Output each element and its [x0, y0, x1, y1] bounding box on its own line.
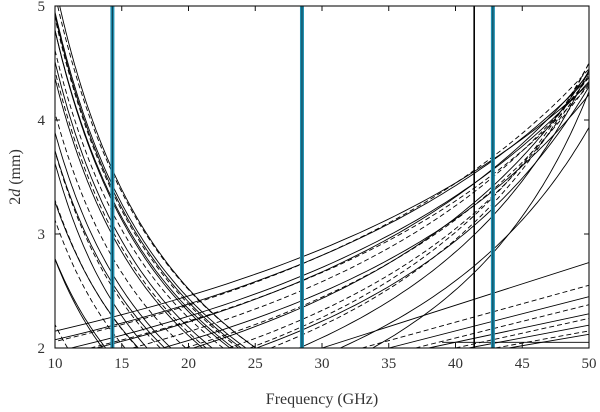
x-tick-label: 40 — [448, 356, 463, 372]
mode-line-solid-3 — [428, 313, 589, 348]
y-axis: 2 3 4 5 — [38, 0, 589, 357]
mode-curve-dashed-rising-5 — [132, 76, 589, 348]
y-tick-label: 5 — [38, 0, 46, 15]
curve-layer — [55, 6, 589, 348]
mode-line-dashed-4 — [495, 330, 589, 348]
mode-curve-dashed-falling-4 — [55, 149, 161, 348]
y-tick-label: 3 — [38, 227, 46, 243]
mode-curve-solid-falling-8 — [55, 76, 203, 348]
x-tick-label: 25 — [248, 356, 263, 372]
plot-frame — [54, 5, 590, 349]
mode-curve-solid-falling-13 — [55, 13, 242, 348]
x-axis-label: Frequency (GHz) — [266, 391, 378, 408]
mode-curve-solid-falling-6 — [55, 130, 172, 348]
mode-curve-solid-rising-3 — [340, 126, 589, 348]
y-tick-label: 4 — [38, 113, 46, 129]
x-tick-label: 10 — [48, 356, 63, 372]
mode-curve-solid-rising-7 — [96, 72, 589, 348]
mode-curve-dashed-rising-7 — [55, 68, 589, 342]
mode-curve-solid-falling-10 — [55, 27, 234, 348]
mode-curve-dashed-rising-6 — [90, 84, 589, 348]
mode-curve-dashed-rising-4 — [185, 81, 589, 348]
mode-line-dashed-3 — [455, 317, 589, 348]
x-tick-label: 50 — [582, 356, 597, 372]
mode-curve-solid-rising-6 — [162, 93, 589, 348]
marker-layer — [110, 6, 495, 348]
mode-curve-solid-rising-9 — [55, 76, 589, 341]
mode-curve-dashed-falling-8 — [55, 16, 239, 348]
mode-curve-solid-rising-5 — [193, 70, 589, 348]
x-tick-label: 30 — [315, 356, 330, 372]
mode-curve-dashed-rising-2 — [249, 62, 589, 348]
x-tick-label: 45 — [515, 356, 530, 372]
mode-line-solid-1 — [321, 262, 589, 348]
mode-curve-solid-falling-11 — [55, 28, 231, 348]
mode-line-dashed-1 — [361, 284, 589, 348]
mode-curve-solid-falling-12 — [55, 10, 247, 348]
mode-line-dashed-2 — [415, 304, 589, 348]
y-axis-label: 2d (mm) — [7, 149, 24, 205]
mode-curve-dashed-rising-1 — [270, 62, 589, 348]
x-tick-label: 15 — [114, 356, 129, 372]
mode-curve-solid-falling-5 — [55, 200, 139, 348]
mode-curve-solid-falling-2 — [55, 257, 103, 348]
mode-curve-solid-falling-7 — [55, 149, 166, 348]
mode-curve-solid-rising-8 — [70, 80, 589, 348]
mode-curve-solid-falling-4 — [55, 161, 148, 348]
x-axis: 10 15 20 25 30 35 40 45 50 — [48, 6, 597, 372]
mode-curve-dashed-rising-3 — [228, 73, 589, 348]
mode-curve-dashed-falling-9 — [57, 6, 257, 348]
mode-curve-solid-rising-1 — [372, 90, 589, 348]
y-axis-label-variable: d — [7, 188, 24, 197]
y-axis-label-unit: (mm) — [7, 149, 24, 189]
x-tick-label: 20 — [181, 356, 196, 372]
mode-line-solid-4 — [468, 324, 589, 348]
mode-line-solid-2 — [388, 296, 589, 348]
mode-curve-solid-rising-2 — [299, 68, 589, 348]
x-tick-label: 35 — [381, 356, 396, 372]
mode-curve-solid-rising-4 — [256, 85, 589, 348]
mode-curve-dashed-falling-7 — [55, 48, 224, 348]
mode-curve-solid-falling-3 — [55, 257, 107, 348]
mode-line-solid-5 — [508, 333, 589, 348]
mode-curve-solid-falling-14 — [59, 6, 257, 348]
mode-curve-dashed-falling-5 — [55, 111, 187, 348]
y-tick-label: 2 — [38, 341, 46, 357]
mode-curve-dashed-falling-6 — [55, 68, 207, 348]
y-axis-label-prefix: 2 — [7, 197, 24, 205]
